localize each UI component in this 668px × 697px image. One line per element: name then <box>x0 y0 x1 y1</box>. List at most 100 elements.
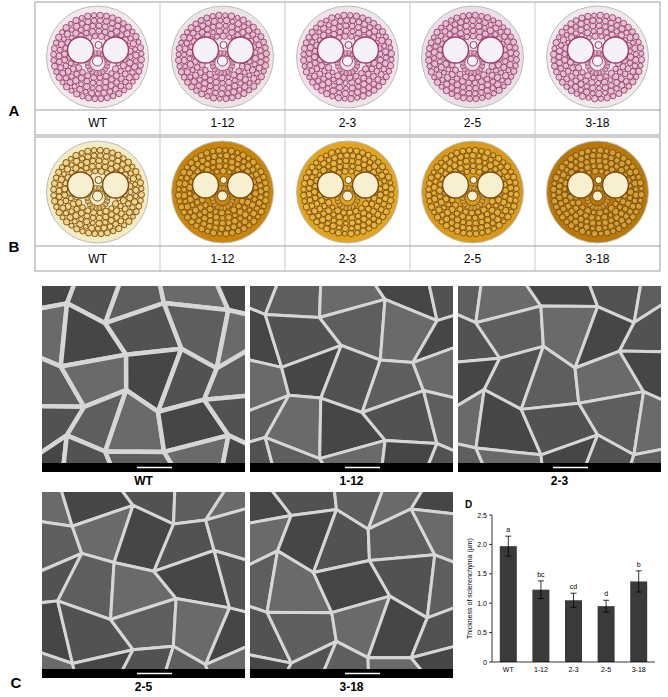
cell <box>133 52 139 58</box>
micrograph-bg <box>47 141 149 243</box>
cell <box>604 13 609 18</box>
cell <box>113 28 119 34</box>
cell <box>175 57 181 63</box>
cell <box>210 24 216 30</box>
cell <box>610 93 616 99</box>
cell <box>460 13 466 19</box>
cell <box>454 93 460 99</box>
cell <box>579 228 585 234</box>
cell <box>226 220 232 226</box>
cell <box>360 15 366 21</box>
cell <box>479 84 485 90</box>
cell <box>133 33 139 39</box>
cell <box>458 30 464 36</box>
cell <box>632 63 638 69</box>
sample-label: 3-18 <box>585 252 609 266</box>
cell <box>229 24 235 30</box>
micrograph-bg <box>172 6 274 108</box>
cell <box>85 230 91 236</box>
cell <box>73 17 79 23</box>
cell <box>63 25 69 31</box>
cell <box>511 174 517 180</box>
cell <box>446 67 451 72</box>
cell <box>551 63 557 69</box>
cell <box>136 40 141 45</box>
cell <box>95 226 100 231</box>
cell <box>301 187 307 193</box>
cell <box>633 34 639 40</box>
micrograph-bg <box>297 141 399 243</box>
cell <box>131 79 136 84</box>
cell <box>184 204 190 210</box>
cell <box>602 84 608 90</box>
sample-label: WT <box>88 252 107 266</box>
cell <box>246 88 251 93</box>
cell <box>579 93 585 99</box>
cell <box>348 95 354 101</box>
cell <box>599 169 604 174</box>
cell <box>513 63 519 69</box>
micrograph-bg <box>422 6 524 108</box>
cell <box>337 219 343 225</box>
micrograph-edge <box>47 141 149 243</box>
cell <box>361 87 367 93</box>
cell <box>387 62 393 68</box>
cell <box>598 96 603 101</box>
cell <box>261 174 267 180</box>
micrograph-edge <box>172 6 274 108</box>
cell <box>551 193 556 198</box>
cell <box>505 214 511 220</box>
cell <box>550 186 556 192</box>
cell <box>226 85 232 91</box>
cell <box>262 62 268 68</box>
sample-label: 1-12 <box>339 474 363 488</box>
cell <box>104 148 110 154</box>
vessel <box>345 177 352 184</box>
sample-label: 2-3 <box>339 252 357 266</box>
micrograph-edge <box>47 6 149 108</box>
cell <box>513 57 519 63</box>
cell <box>60 215 65 220</box>
micrograph <box>422 141 524 243</box>
cell <box>342 96 347 101</box>
cell <box>431 170 436 175</box>
cell <box>218 225 224 231</box>
table-frame <box>35 137 660 271</box>
cell <box>137 45 143 51</box>
cell <box>178 69 184 75</box>
cell <box>609 150 615 156</box>
cell <box>192 207 198 213</box>
cell <box>213 74 218 79</box>
cell <box>584 25 590 31</box>
cell <box>485 217 491 223</box>
cell <box>479 95 485 101</box>
cell <box>463 23 469 29</box>
cell <box>592 13 597 18</box>
cell <box>79 21 84 26</box>
cell <box>639 51 644 56</box>
cell <box>192 72 198 78</box>
cell <box>193 156 199 162</box>
cell <box>223 163 228 168</box>
cell <box>230 154 235 159</box>
cell <box>306 51 312 57</box>
cell <box>68 156 73 161</box>
cell <box>639 186 644 191</box>
cell <box>356 84 361 89</box>
cell <box>211 165 216 170</box>
cell <box>138 63 144 69</box>
micrograph-bg <box>422 141 524 243</box>
cell <box>426 192 432 198</box>
cell <box>261 204 266 209</box>
cell <box>74 91 80 97</box>
cell <box>198 18 204 24</box>
cell <box>210 159 216 165</box>
cell <box>454 82 460 88</box>
cell <box>389 192 394 197</box>
cell <box>341 147 347 153</box>
cell <box>317 30 322 35</box>
table-line <box>535 2 536 135</box>
cell <box>96 85 102 91</box>
cell <box>230 19 235 24</box>
cell <box>426 51 432 57</box>
